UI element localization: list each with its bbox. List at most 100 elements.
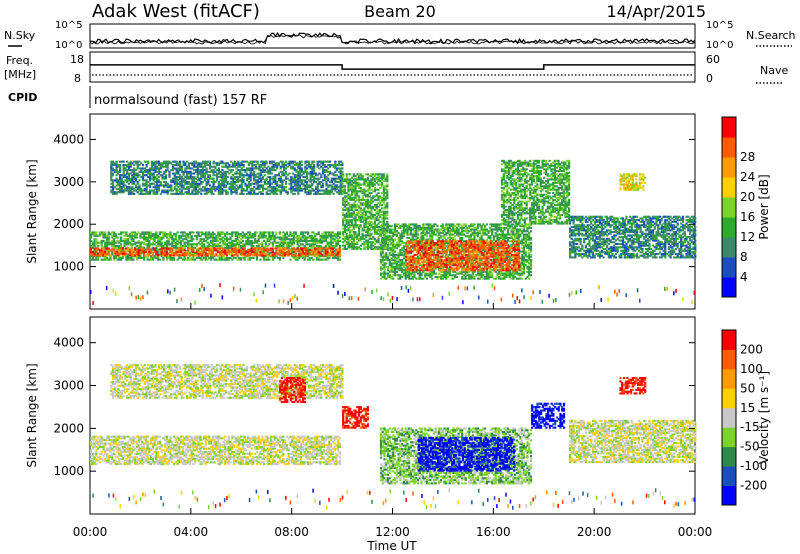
data-cell [141, 174, 145, 177]
data-cell [358, 198, 361, 201]
data-cell [272, 164, 275, 167]
data-cell [243, 250, 246, 253]
data-cell [333, 233, 336, 236]
data-cell [235, 187, 238, 190]
data-cell [297, 184, 300, 187]
data-cell [112, 249, 116, 252]
data-cell [237, 165, 240, 168]
data-cell [385, 223, 388, 226]
data-cell [358, 217, 361, 220]
data-cell [93, 252, 96, 255]
data-cell [313, 167, 316, 170]
data-cell [370, 181, 373, 184]
data-cell [379, 250, 383, 253]
data-cell [217, 234, 220, 237]
data-cell [141, 179, 145, 182]
data-cell [216, 175, 219, 178]
data-cell [408, 272, 411, 275]
data-cell [110, 165, 113, 168]
data-cell [201, 175, 205, 178]
data-cell [210, 239, 213, 242]
data-cell [299, 175, 302, 178]
data-cell [247, 177, 250, 180]
data-cell [280, 250, 283, 253]
data-cell [350, 192, 354, 195]
data-cell [274, 165, 277, 168]
data-cell [343, 227, 346, 230]
data-cell [167, 256, 170, 259]
data-cell [404, 274, 407, 277]
data-cell [174, 236, 177, 239]
data-cell [111, 182, 115, 185]
data-cell [359, 190, 362, 193]
data-cell [199, 254, 202, 257]
data-cell [258, 184, 261, 187]
data-cell [356, 232, 359, 235]
data-cell [249, 191, 252, 194]
data-cell [231, 239, 234, 242]
data-cell [259, 234, 262, 237]
data-cell [153, 238, 156, 241]
data-cell [179, 167, 182, 170]
data-cell [314, 187, 318, 190]
data-cell [183, 252, 186, 255]
data-cell [300, 160, 303, 163]
data-cell [322, 252, 326, 255]
data-cell [337, 239, 340, 242]
data-cell [175, 181, 178, 184]
data-cell [251, 160, 254, 163]
data-cell [115, 184, 118, 187]
data-cell [249, 179, 252, 182]
data-cell [120, 160, 123, 163]
data-cell [220, 256, 223, 259]
data-cell [411, 270, 414, 273]
data-cell [233, 160, 236, 163]
data-cell [186, 172, 189, 175]
data-cell [203, 189, 206, 192]
data-cell [404, 228, 407, 231]
data-cell [145, 186, 148, 189]
data-cell [204, 249, 207, 252]
data-cell [314, 191, 318, 194]
data-cell [256, 192, 259, 195]
data-cell [273, 254, 276, 257]
data-cell [415, 226, 418, 229]
data-cell [249, 189, 252, 192]
data-cell [241, 254, 244, 257]
data-cell [272, 177, 275, 180]
data-cell [370, 198, 373, 201]
data-cell [381, 250, 384, 253]
data-cell [157, 169, 160, 172]
data-cell [232, 243, 236, 246]
data-cell [226, 181, 229, 184]
data-cell [347, 215, 350, 218]
data-cell [284, 252, 287, 255]
data-cell [240, 177, 243, 180]
data-cell [411, 242, 414, 245]
data-cell [167, 239, 170, 242]
data-cell [297, 162, 300, 165]
data-cell [111, 234, 114, 237]
data-cell [354, 236, 357, 239]
data-cell [171, 179, 175, 182]
data-cell [286, 192, 289, 195]
data-cell [274, 177, 277, 180]
data-cell [253, 164, 256, 167]
data-cell [287, 241, 290, 244]
data-cell [321, 254, 324, 257]
data-cell [300, 187, 303, 190]
data-cell [102, 258, 105, 261]
data-cell [394, 225, 397, 228]
data-cell [356, 246, 359, 249]
data-cell [315, 239, 319, 242]
data-cell [366, 185, 369, 188]
data-cell [337, 258, 340, 261]
data-cell [248, 241, 251, 244]
data-cell [352, 203, 355, 206]
data-cell [141, 189, 145, 192]
data-cell [238, 234, 241, 237]
data-cell [385, 235, 388, 238]
data-cell [154, 167, 157, 170]
data-cell [273, 239, 276, 242]
data-cell [315, 241, 319, 244]
